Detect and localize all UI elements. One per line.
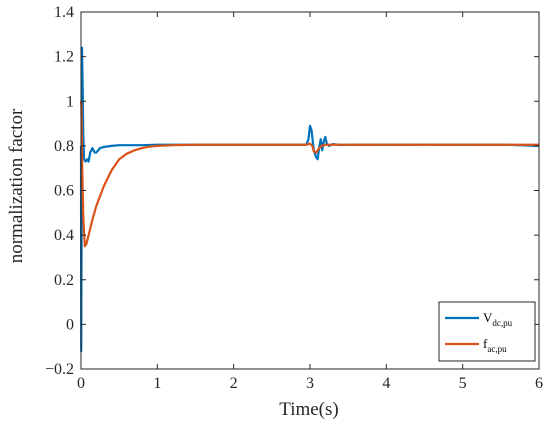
x-tick-label: 5: [459, 375, 467, 392]
legend-entry-label: Vdc,pu: [483, 310, 513, 328]
y-axis-label: normalization factor: [6, 108, 27, 263]
x-tick-label: 6: [535, 375, 543, 392]
y-tick-label: 0.2: [54, 272, 74, 289]
legend-entry-label: fac,pu: [483, 336, 507, 354]
y-tick-label: 1.2: [54, 49, 74, 66]
legend: Vdc,pu fac,pu: [438, 301, 536, 362]
x-tick-label: 1: [153, 375, 161, 392]
y-tick-label: 0.6: [54, 183, 74, 200]
x-tick-label: 2: [230, 375, 238, 392]
x-tick-label: 4: [382, 375, 390, 392]
tick-labels: 0 1 2 3 4 5 6−0.200.20.40.60.811.21.4: [45, 4, 543, 392]
y-tick-label: 0.8: [54, 138, 74, 155]
y-tick-label: −0.2: [45, 361, 74, 378]
x-axis-label: Time(s): [279, 399, 338, 420]
series-line-fac: [79, 101, 539, 248]
legend-box: [438, 301, 536, 362]
x-tick-label: 0: [77, 375, 85, 392]
y-tick-label: 1.4: [54, 4, 74, 21]
x-tick-label: 3: [306, 375, 314, 392]
y-tick-label: 0.4: [54, 227, 74, 244]
y-tick-label: 0: [66, 316, 74, 333]
axis-ticks: [80, 11, 540, 370]
y-tick-label: 1: [66, 93, 74, 110]
